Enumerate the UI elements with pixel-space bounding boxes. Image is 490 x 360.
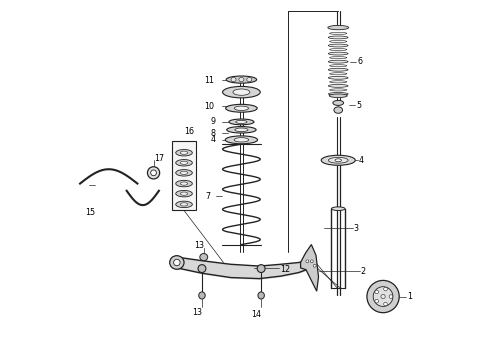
Ellipse shape [330, 57, 347, 59]
Ellipse shape [384, 302, 387, 306]
Ellipse shape [389, 295, 393, 298]
Ellipse shape [333, 100, 343, 105]
Text: 17: 17 [155, 154, 165, 163]
Ellipse shape [328, 44, 348, 47]
Ellipse shape [200, 253, 208, 261]
Ellipse shape [306, 260, 309, 263]
Text: 8: 8 [211, 129, 216, 138]
Ellipse shape [328, 93, 348, 95]
Ellipse shape [334, 107, 343, 113]
Ellipse shape [328, 157, 348, 163]
Ellipse shape [330, 40, 347, 42]
Text: 13: 13 [194, 241, 204, 250]
Ellipse shape [335, 159, 342, 162]
Ellipse shape [226, 76, 257, 83]
Ellipse shape [384, 287, 387, 291]
Ellipse shape [367, 280, 399, 313]
Ellipse shape [236, 120, 247, 123]
Text: 5: 5 [357, 101, 362, 110]
Ellipse shape [330, 81, 347, 83]
Ellipse shape [235, 128, 248, 131]
Text: 11: 11 [204, 76, 215, 85]
Ellipse shape [170, 256, 184, 269]
Ellipse shape [229, 119, 254, 125]
Ellipse shape [328, 52, 348, 55]
Text: 4: 4 [211, 135, 216, 144]
Ellipse shape [176, 190, 193, 197]
Ellipse shape [180, 192, 188, 195]
Ellipse shape [180, 203, 188, 206]
Text: 16: 16 [184, 127, 195, 136]
Ellipse shape [233, 89, 250, 95]
Ellipse shape [328, 76, 348, 79]
Ellipse shape [375, 290, 378, 294]
Ellipse shape [176, 159, 193, 166]
Ellipse shape [257, 265, 265, 273]
Ellipse shape [330, 32, 347, 35]
Ellipse shape [180, 182, 188, 185]
Ellipse shape [328, 60, 348, 63]
Text: 6: 6 [357, 57, 362, 66]
Ellipse shape [375, 300, 378, 303]
Ellipse shape [234, 138, 249, 142]
Text: 12: 12 [280, 265, 290, 274]
Ellipse shape [328, 85, 348, 87]
Ellipse shape [176, 149, 193, 156]
Ellipse shape [151, 170, 156, 176]
Ellipse shape [313, 264, 316, 267]
Text: 13: 13 [192, 308, 202, 317]
Ellipse shape [176, 201, 193, 208]
Text: 7: 7 [206, 192, 211, 201]
Ellipse shape [239, 77, 244, 82]
Text: 10: 10 [204, 102, 215, 111]
Text: 1: 1 [408, 292, 413, 301]
Ellipse shape [373, 287, 393, 306]
Ellipse shape [331, 207, 345, 211]
Ellipse shape [328, 68, 348, 71]
Ellipse shape [180, 151, 188, 154]
Ellipse shape [225, 136, 258, 144]
Ellipse shape [330, 89, 347, 91]
Ellipse shape [227, 127, 256, 133]
Ellipse shape [258, 292, 265, 299]
Ellipse shape [330, 49, 347, 51]
Ellipse shape [147, 167, 160, 179]
Text: 4: 4 [359, 156, 364, 165]
Ellipse shape [330, 64, 347, 67]
Ellipse shape [231, 77, 236, 82]
Text: 14: 14 [251, 310, 262, 319]
Text: 9: 9 [211, 117, 216, 126]
Ellipse shape [330, 73, 347, 75]
Ellipse shape [247, 77, 252, 82]
Ellipse shape [180, 171, 188, 175]
Ellipse shape [176, 180, 193, 187]
Ellipse shape [381, 294, 385, 299]
Ellipse shape [198, 265, 206, 273]
Ellipse shape [328, 26, 349, 30]
Ellipse shape [329, 94, 347, 98]
Ellipse shape [225, 104, 257, 112]
Ellipse shape [176, 170, 193, 176]
Ellipse shape [173, 259, 180, 266]
Ellipse shape [180, 161, 188, 165]
Ellipse shape [234, 106, 248, 111]
Bar [172, 140, 196, 211]
Text: 3: 3 [354, 224, 359, 233]
Ellipse shape [199, 292, 205, 299]
Text: 15: 15 [85, 208, 95, 217]
Ellipse shape [321, 155, 355, 165]
Ellipse shape [328, 36, 348, 39]
Ellipse shape [222, 86, 260, 98]
Polygon shape [300, 244, 318, 291]
Ellipse shape [310, 260, 313, 263]
Text: 2: 2 [361, 267, 366, 276]
